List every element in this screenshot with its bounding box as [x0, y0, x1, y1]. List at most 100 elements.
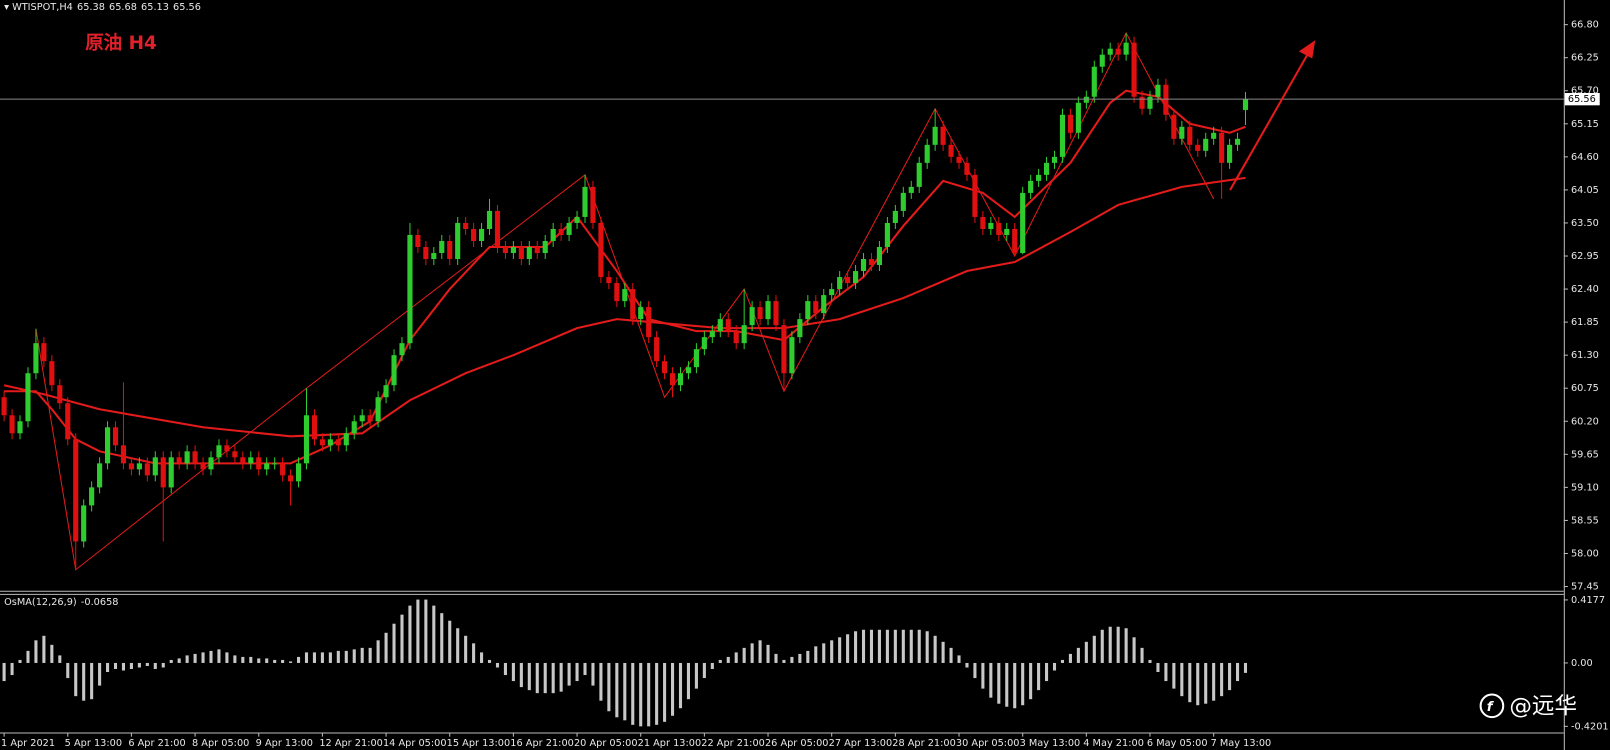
candle-body [606, 277, 612, 284]
osc-bar [1235, 662, 1240, 682]
osc-bar [694, 662, 698, 689]
x-tick-label: 7 May 13:00 [1211, 738, 1272, 749]
osc-bar [233, 655, 237, 663]
x-tick-label: 26 Apr 05:00 [765, 738, 829, 749]
osc-bar [360, 647, 364, 663]
osc-bar [623, 662, 627, 721]
osc-bar [432, 605, 436, 663]
osc-bar [647, 662, 651, 727]
x-tick-label: 4 May 21:00 [1083, 738, 1144, 749]
osc-bar [169, 659, 173, 663]
candle-body [295, 463, 302, 482]
candle-body [813, 301, 819, 314]
candle-body [1139, 96, 1145, 109]
osc-bar [782, 659, 786, 663]
osc-bar [10, 662, 14, 676]
osc-bar [82, 662, 86, 701]
osc-bar [209, 650, 213, 663]
osc-bar [273, 659, 277, 663]
osc-bar [193, 653, 197, 663]
osc-bar [909, 629, 913, 663]
osc-bar [241, 656, 245, 663]
osc-bar [790, 656, 794, 663]
candle-body [1155, 84, 1161, 97]
osc-bar [201, 652, 205, 663]
oscillator-value: -0.0658 [81, 597, 119, 608]
x-tick-label: 12 Apr 21:00 [319, 738, 383, 749]
osc-bar [901, 629, 905, 663]
candle-body [319, 439, 325, 446]
arrow-line [1229, 52, 1310, 191]
candle-body [1107, 48, 1113, 55]
osc-bar [543, 662, 547, 694]
osc-bar [1220, 662, 1224, 697]
osc-bar [575, 662, 579, 682]
candle-body [57, 385, 63, 404]
osc-bar [153, 662, 157, 669]
candle-body [1, 397, 7, 416]
candle-body [805, 301, 811, 320]
osc-bar [34, 640, 38, 663]
candle-body [956, 156, 962, 163]
y-tick-label: 59.65 [1571, 449, 1599, 460]
candle-body [288, 475, 294, 482]
osc-bar [1092, 635, 1096, 663]
chart-title: 原油 H4 [85, 32, 157, 54]
candle-body [845, 277, 851, 284]
osc-bar [456, 628, 460, 663]
osc-bar [734, 652, 738, 663]
header-arrow: ▾ [4, 2, 12, 13]
candle-body [128, 463, 134, 470]
x-tick-label: 6 May 05:00 [1147, 738, 1208, 749]
candle-body [104, 427, 111, 464]
osc-bar [861, 629, 866, 663]
candle-body [391, 355, 397, 386]
osc-bar [113, 662, 118, 669]
candle-body [1219, 132, 1225, 163]
x-tick-label: 1 Apr 2021 [1, 738, 55, 749]
candle-body [256, 457, 262, 470]
candle-body [900, 192, 906, 211]
osc-bar [1037, 662, 1041, 691]
osc-bar [225, 652, 229, 663]
osc-bar [312, 652, 316, 663]
osc-bar [265, 658, 269, 663]
candle-body [415, 234, 421, 247]
osc-bar [98, 662, 102, 686]
candle-body [940, 126, 946, 145]
candle-body [1227, 144, 1233, 163]
osc-bar [567, 662, 571, 686]
candle-body [494, 210, 501, 247]
candle-body [1075, 102, 1081, 133]
candle-body [1147, 96, 1153, 109]
candle-body [73, 439, 79, 542]
symbol: WTISPOT,H4 [12, 2, 73, 13]
candle-body [1059, 114, 1066, 157]
candle-body [49, 361, 55, 386]
candle-body [590, 186, 596, 223]
osc-bar [424, 599, 428, 663]
oscillator-name: OsMA(12,26,9) [4, 597, 77, 608]
osc-bar [1013, 662, 1017, 709]
candle-body [343, 433, 349, 446]
osc-bar [185, 655, 189, 663]
candle-body [486, 210, 493, 229]
candle-body [996, 222, 1002, 235]
osc-bar [1180, 662, 1184, 697]
candle-body [1036, 174, 1042, 181]
osc-bar [591, 662, 595, 686]
candle-body [1211, 132, 1217, 139]
y-tick-label: 65.15 [1571, 119, 1599, 130]
osc-bar [121, 662, 126, 671]
osc-bar [1052, 662, 1057, 671]
candle-body [1179, 126, 1185, 139]
y-tick-label: 63.50 [1571, 218, 1599, 229]
osc-bar [599, 662, 603, 701]
candle-body [566, 222, 572, 235]
candle-body [112, 427, 119, 446]
osc-bar [1243, 662, 1248, 673]
candle-body [232, 451, 238, 458]
osc-bar [1116, 626, 1120, 663]
candle-body [97, 463, 103, 488]
